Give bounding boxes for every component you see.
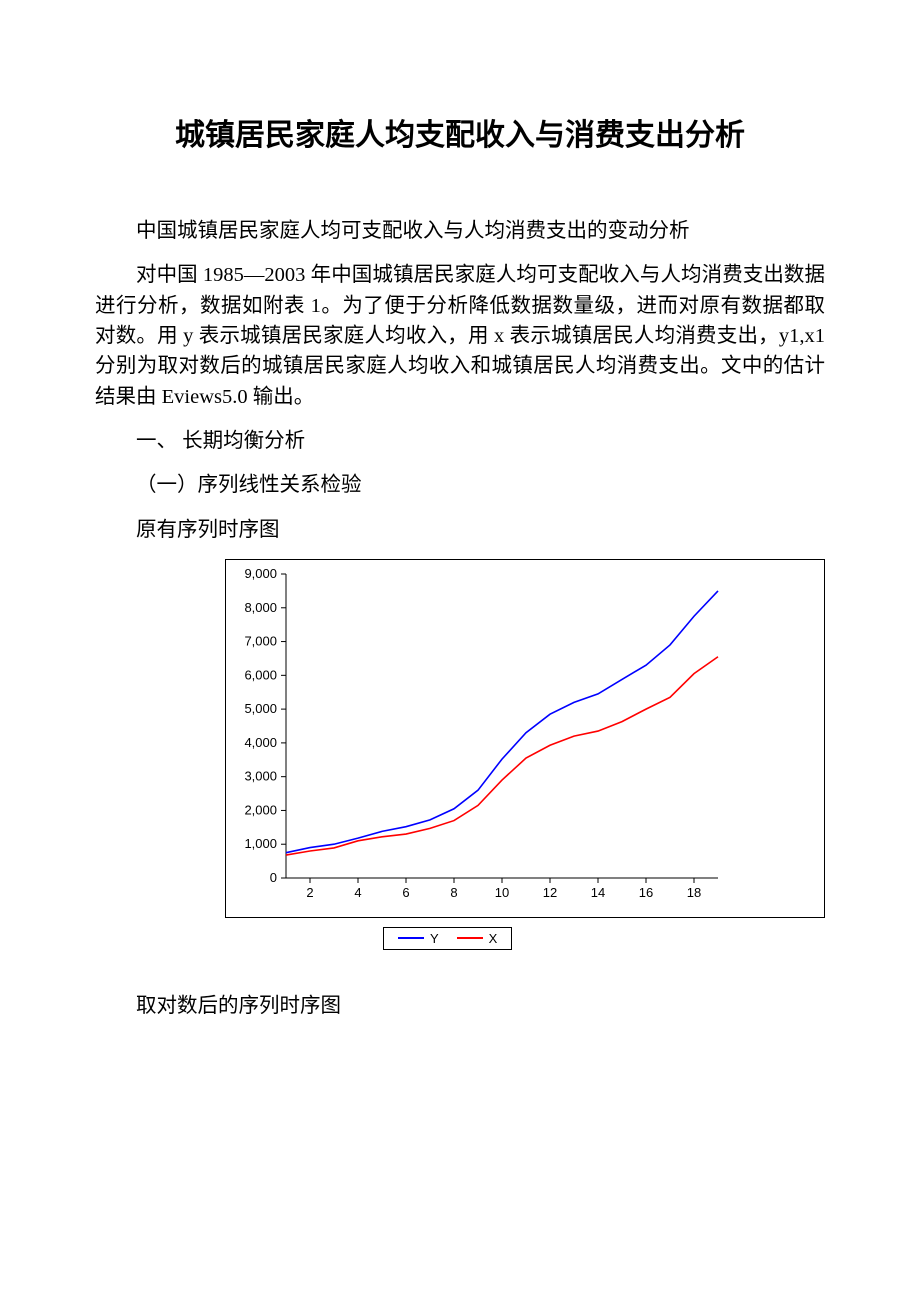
svg-text:2,000: 2,000 <box>244 802 277 817</box>
page-title: 城镇居民家庭人均支配收入与消费支出分析 <box>95 110 825 154</box>
time-series-chart: 0 1,000 2,000 3,000 4,000 5,000 6,000 7,000 8,00… <box>226 560 731 912</box>
section-1-1-heading: （一）序列线性关系检验 <box>95 470 825 500</box>
svg-text:5,000: 5,000 <box>244 701 277 716</box>
legend-swatch <box>457 937 483 939</box>
svg-text:3,000: 3,000 <box>244 769 277 784</box>
svg-text:9,000: 9,000 <box>244 566 277 581</box>
svg-text:4,000: 4,000 <box>244 735 277 750</box>
svg-text:4: 4 <box>354 885 361 900</box>
svg-text:7,000: 7,000 <box>244 634 277 649</box>
intro-para: 对中国 1985—2003 年中国城镇居民家庭人均可支配收入与人均消费支出数据进… <box>95 260 825 412</box>
svg-text:8,000: 8,000 <box>244 600 277 615</box>
svg-text:18: 18 <box>687 885 701 900</box>
svg-text:1,000: 1,000 <box>244 836 277 851</box>
svg-text:6,000: 6,000 <box>244 667 277 682</box>
svg-text:0: 0 <box>270 870 277 885</box>
subtitle-para: 中国城镇居民家庭人均可支配收入与人均消费支出的变动分析 <box>95 216 825 246</box>
legend-item: Y <box>398 931 439 946</box>
legend-label: Y <box>430 931 439 946</box>
chart2-caption: 取对数后的序列时序图 <box>95 991 825 1021</box>
chart-container: 0 1,000 2,000 3,000 4,000 5,000 6,000 7,000 8,00… <box>225 559 825 918</box>
svg-text:16: 16 <box>639 885 653 900</box>
svg-text:12: 12 <box>543 885 557 900</box>
chart-legend: YX <box>383 927 512 950</box>
legend-item: X <box>457 931 498 946</box>
svg-text:8: 8 <box>450 885 457 900</box>
chart1-caption: 原有序列时序图 <box>95 515 825 545</box>
svg-text:14: 14 <box>591 885 605 900</box>
legend-swatch <box>398 937 424 939</box>
section-1-heading: 一、 长期均衡分析 <box>95 426 825 456</box>
svg-text:2: 2 <box>306 885 313 900</box>
svg-text:10: 10 <box>495 885 509 900</box>
legend-label: X <box>489 931 498 946</box>
svg-text:6: 6 <box>402 885 409 900</box>
